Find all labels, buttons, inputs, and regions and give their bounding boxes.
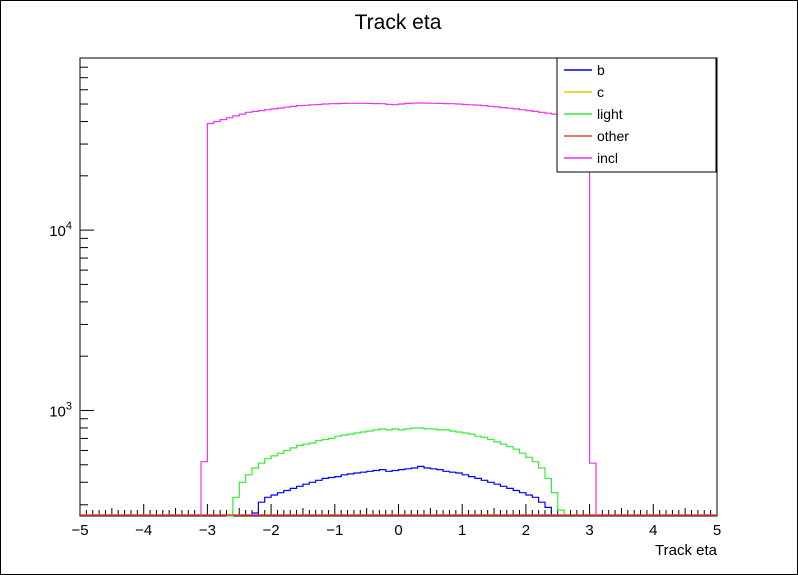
- legend: bc light other incl: [557, 58, 716, 172]
- series-b-line: [252, 466, 551, 516]
- series-light-line: [227, 428, 565, 516]
- series-incl-line: [201, 103, 596, 516]
- y-tick-label: 104: [49, 220, 72, 240]
- y-tick-label: 103: [49, 400, 72, 420]
- legend-box: [557, 58, 716, 172]
- x-tick-label: 1: [458, 522, 466, 539]
- legend-label-other: other: [597, 128, 629, 144]
- x-tick-label: 2: [522, 522, 530, 539]
- x-tick-label: 0: [394, 522, 402, 539]
- x-tick-label: −3: [199, 522, 216, 539]
- chart-title: Track eta: [355, 11, 442, 34]
- x-tick-label: −4: [135, 522, 152, 539]
- x-tick-label: −1: [326, 522, 343, 539]
- x-tick-label: −5: [71, 522, 88, 539]
- y-axis-ticks: 103 104: [49, 58, 94, 505]
- legend-label-incl: incl: [597, 150, 618, 166]
- x-axis-label: Track eta: [655, 542, 718, 559]
- x-tick-label: 5: [713, 522, 721, 539]
- x-axis-ticks: −5 −4 −3 −2 −1 0 1 2 3 4 5: [71, 504, 721, 539]
- legend-label-c: c: [597, 84, 604, 100]
- x-tick-label: 4: [649, 522, 657, 539]
- legend-label-light: light: [597, 106, 623, 122]
- x-tick-label: 3: [585, 522, 593, 539]
- x-tick-label: −2: [263, 522, 280, 539]
- legend-label-b: b: [597, 62, 605, 78]
